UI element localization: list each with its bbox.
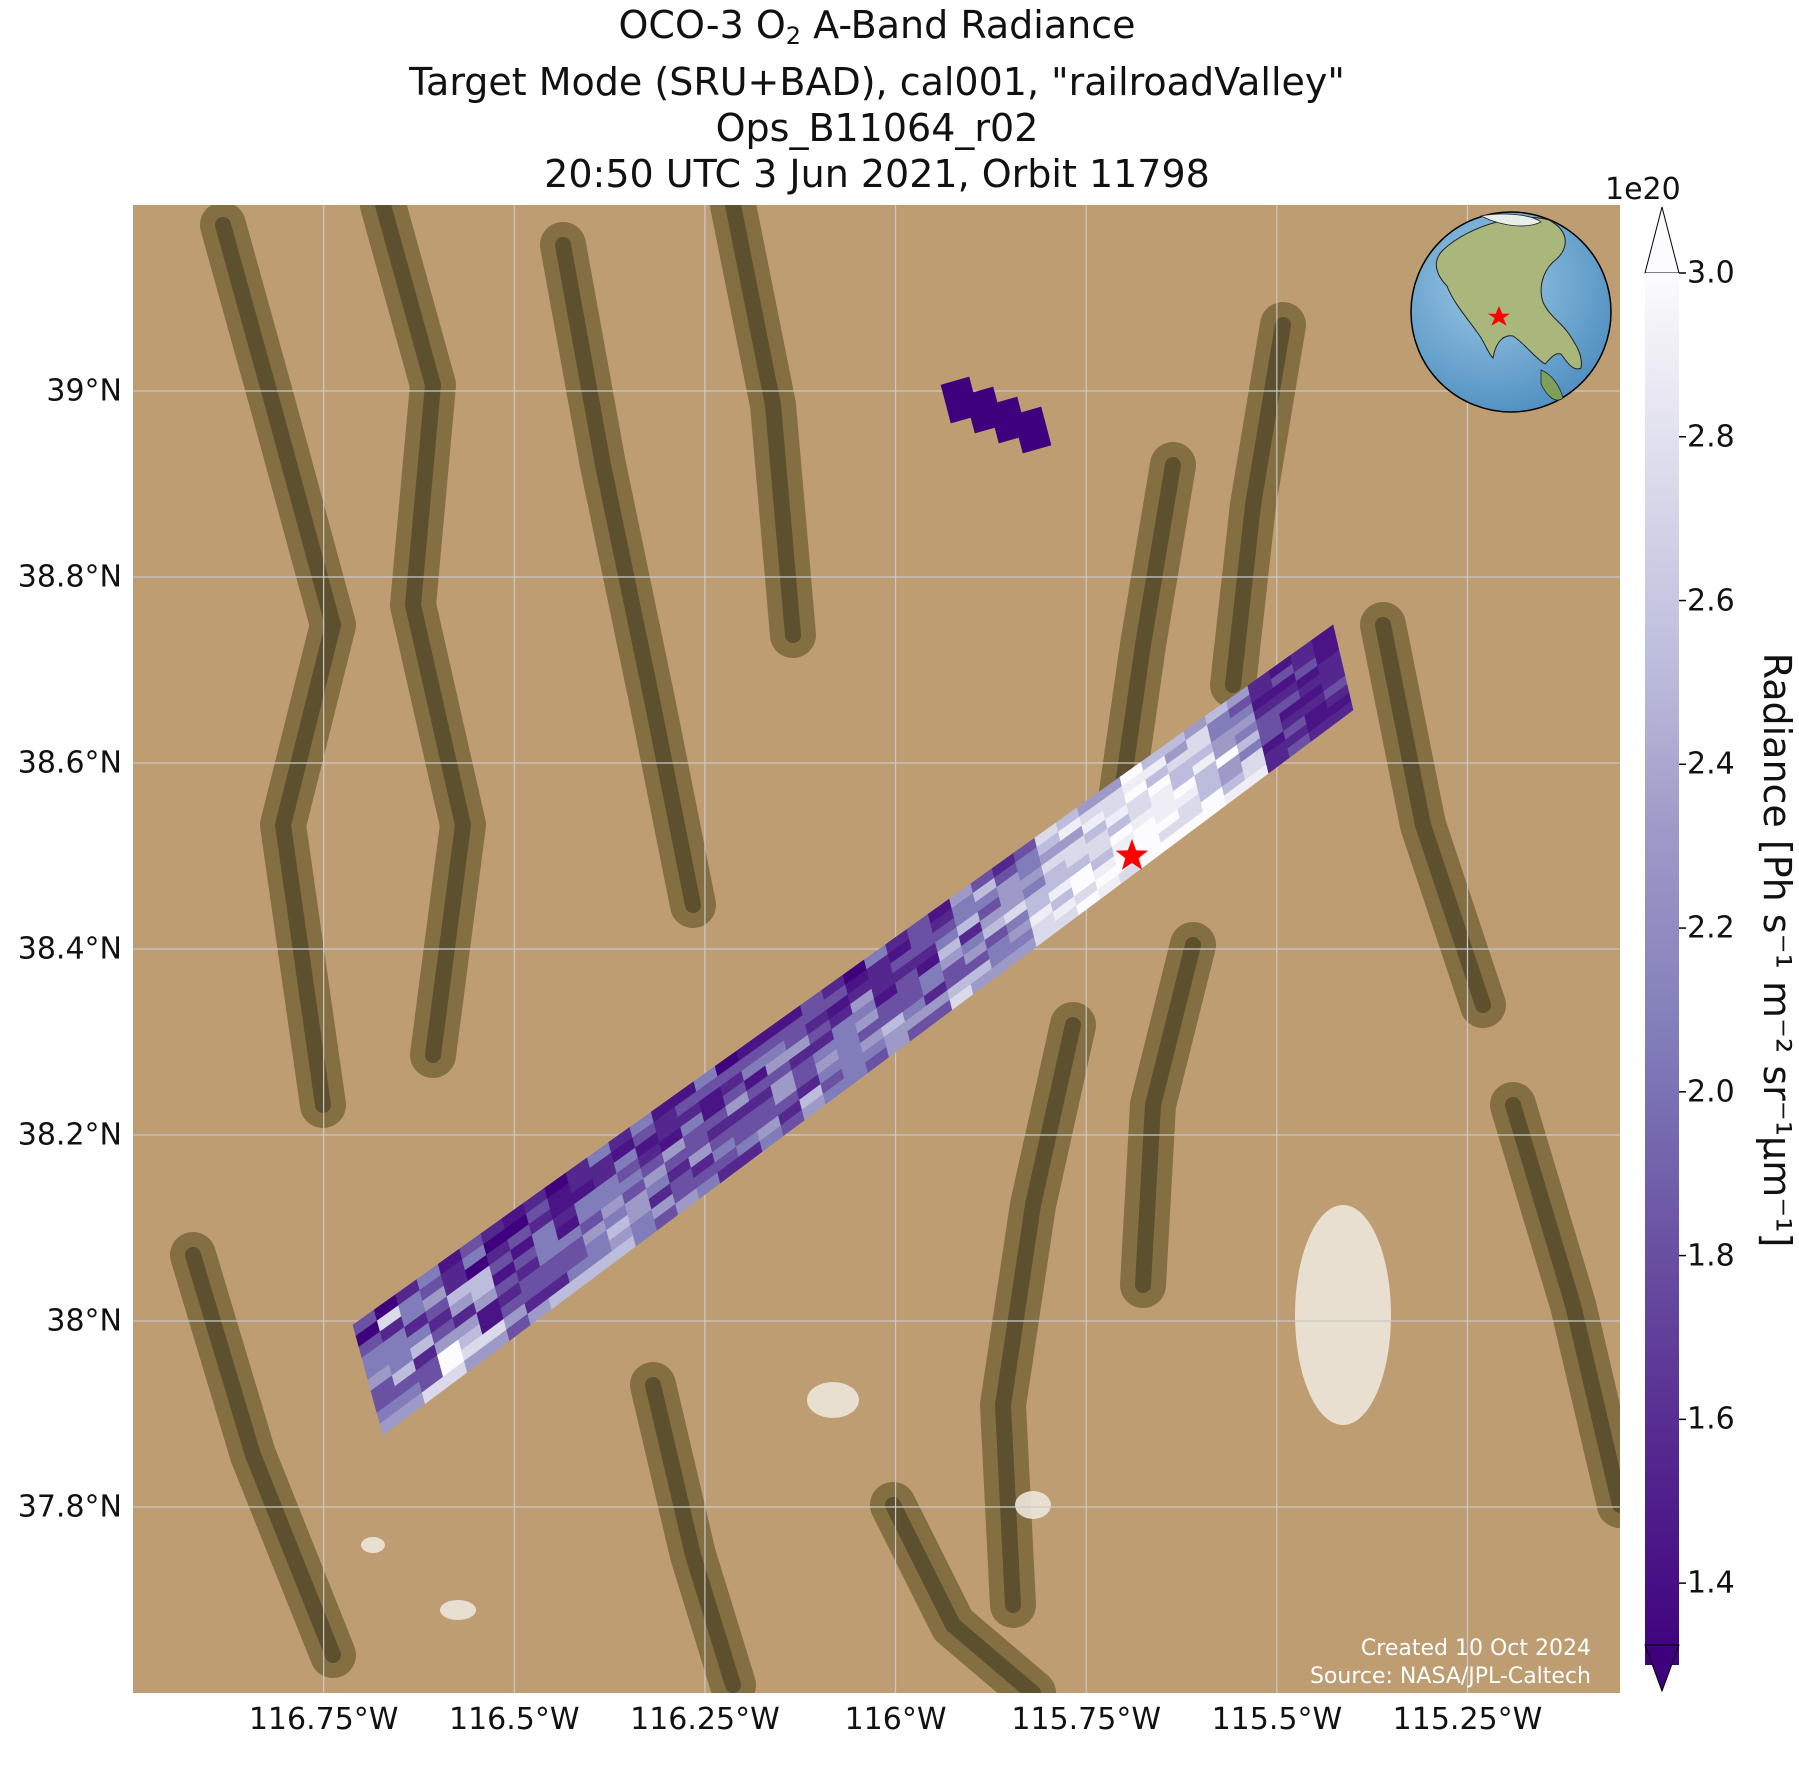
lon-tick-label: 116°W [844, 1702, 947, 1737]
lat-tick-label: 38°N [46, 1303, 122, 1339]
lon-tick-label: 115.25°W [1392, 1702, 1543, 1737]
lat-tick-label: 39°N [46, 373, 122, 409]
credit-source: Source: NASA/JPL-Caltech [1310, 1664, 1591, 1689]
title-line-4: 20:50 UTC 3 Jun 2021, Orbit 11798 [544, 152, 1210, 196]
credit-created: Created 10 Oct 2024 [1361, 1636, 1591, 1661]
colorbar [1644, 206, 1686, 1693]
mountain-crest [725, 205, 801, 643]
lon-tick-label: 115.5°W [1211, 1702, 1343, 1737]
map-panel[interactable]: Created 10 Oct 2024 Source: NASA/JPL-Cal… [133, 205, 1620, 1693]
lat-tick-label: 38.2°N [17, 1117, 122, 1153]
title-line-2: Target Mode (SRU+BAD), cal001, "railroad… [409, 60, 1345, 104]
title-line-3: Ops_B11064_r02 [715, 106, 1039, 150]
globe-icon [1410, 211, 1612, 413]
swath-cell [1329, 700, 1354, 727]
title-line-1: OCO-3 O2 A-Band Radiance [618, 3, 1136, 50]
mountain-crest [215, 217, 341, 1113]
mountain-crest [1225, 317, 1291, 693]
colorbar-tick-label: 1.6 [1687, 1401, 1735, 1437]
star-icon [1115, 839, 1149, 870]
graticule [133, 205, 1620, 1693]
lat-tick-label: 38.8°N [17, 559, 122, 595]
colorbar-tick-label: 1.8 [1687, 1238, 1735, 1274]
colorbar-extend-max [1644, 206, 1680, 274]
playa [807, 1382, 859, 1418]
playa [1295, 1205, 1391, 1425]
mountain-crest [1375, 617, 1491, 1013]
colorbar-tick-label: 2.0 [1687, 1074, 1735, 1110]
mountain-crest [375, 205, 471, 1063]
lat-tick-label: 37.8°N [17, 1489, 122, 1525]
lon-tick-label: 116.25°W [630, 1702, 780, 1737]
radiance-swath [352, 376, 1354, 1436]
colorbar-gradient [1645, 273, 1679, 1665]
colorbar-exponent: 1e20 [1605, 172, 1681, 207]
colorbar-tick-label: 2.6 [1687, 583, 1735, 619]
mountain-crest [1505, 1097, 1620, 1513]
colorbar-tick-label: 2.8 [1687, 419, 1735, 455]
playa [361, 1537, 385, 1553]
lat-tick-label: 38.6°N [17, 745, 122, 781]
mountain-crest [555, 237, 701, 913]
mountain-crest [645, 1377, 741, 1693]
terrain-layer [170, 205, 1620, 1693]
playa [1015, 1491, 1051, 1519]
mountain-crest [885, 1497, 1041, 1693]
colorbar-tick-label: 3.0 [1687, 255, 1735, 291]
lat-tick-label: 38.4°N [17, 931, 122, 967]
colorbar-tick-label: 2.4 [1687, 746, 1735, 782]
lon-tick-label: 116.75°W [248, 1702, 399, 1737]
mountain-crest [1135, 937, 1201, 1293]
colorbar-extend-min [1644, 1644, 1680, 1693]
playa [440, 1600, 476, 1620]
mountain-crest [185, 1247, 341, 1663]
lon-tick-label: 115.75°W [1011, 1702, 1162, 1737]
colorbar-label: Radiance [Ph s⁻¹ m⁻² sr⁻¹μm⁻¹] [1755, 652, 1799, 1248]
colorbar-tick-label: 1.4 [1687, 1565, 1735, 1601]
colorbar-tick-label: 2.2 [1687, 910, 1735, 946]
swath-cell [1012, 406, 1052, 454]
mountain-crest [995, 1017, 1081, 1613]
globe-target-star [1488, 306, 1510, 326]
lon-tick-label: 116.5°W [449, 1702, 580, 1737]
figure-title: OCO-3 O2 A-Band Radiance Target Mode (SR… [134, 2, 1620, 197]
